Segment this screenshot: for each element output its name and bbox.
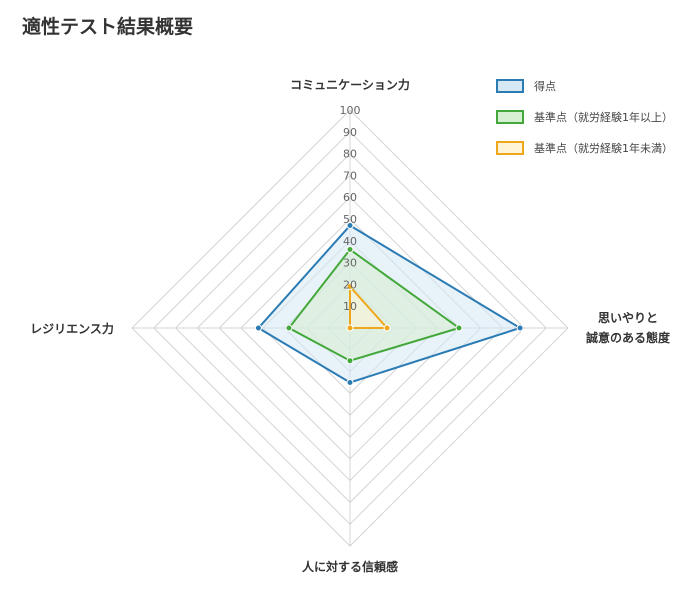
legend-swatch	[496, 110, 524, 124]
data-point-1	[516, 324, 524, 332]
axis-label: レジリエンス力	[30, 321, 114, 336]
tick-label: 90	[343, 126, 357, 139]
data-point-2	[346, 246, 354, 254]
data-point-2	[285, 324, 293, 332]
tick-label: 80	[343, 148, 357, 161]
tick-label: 50	[343, 213, 357, 226]
data-point-3	[383, 324, 391, 332]
legend-item[interactable]: 基準点（就労経験1年以上）	[496, 107, 673, 127]
data-point-3	[346, 324, 354, 332]
series-area-3	[349, 283, 390, 329]
legend-item[interactable]: 基準点（就労経験1年未満）	[496, 138, 673, 158]
tick-label: 20	[343, 278, 357, 291]
legend-item[interactable]: 得点	[496, 76, 673, 96]
axis-label: 思いやりと誠意のある態度	[586, 311, 671, 345]
axis-label: 人に対する信頼感	[302, 559, 398, 574]
legend-label: 基準点（就労経験1年未満）	[534, 142, 673, 155]
tick-label: 10	[343, 300, 357, 313]
legend-swatch	[496, 79, 524, 93]
data-point-2	[346, 357, 354, 365]
data-point-1	[346, 379, 354, 386]
data-point-1	[254, 324, 262, 332]
tick-label: 60	[343, 191, 357, 204]
page-title: 適性テスト結果概要	[22, 16, 194, 38]
axis-label: コミュニケーション力	[290, 77, 410, 92]
legend-label: 得点	[534, 80, 556, 93]
data-point-2	[455, 324, 463, 332]
legend-swatch	[496, 141, 524, 155]
tick-label: 70	[343, 169, 357, 182]
legend-label: 基準点（就労経験1年以上）	[534, 111, 673, 124]
chart-legend: 得点基準点（就労経験1年以上） 基準点（就労経験1年未満）	[496, 76, 673, 169]
tick-label: 30	[343, 257, 357, 270]
tick-label: 40	[343, 235, 357, 248]
tick-label: 100	[340, 104, 361, 117]
data-point-1	[346, 222, 354, 230]
data-point-3	[346, 283, 354, 291]
